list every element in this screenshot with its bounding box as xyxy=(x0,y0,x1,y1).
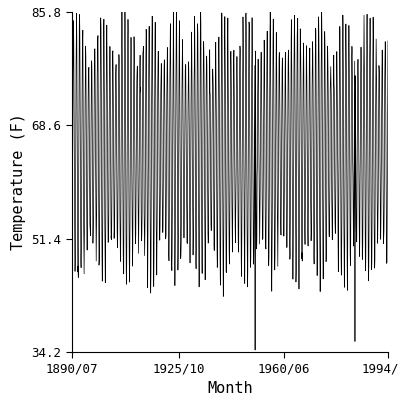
X-axis label: Month: Month xyxy=(207,381,253,396)
Y-axis label: Temperature (F): Temperature (F) xyxy=(11,114,26,250)
